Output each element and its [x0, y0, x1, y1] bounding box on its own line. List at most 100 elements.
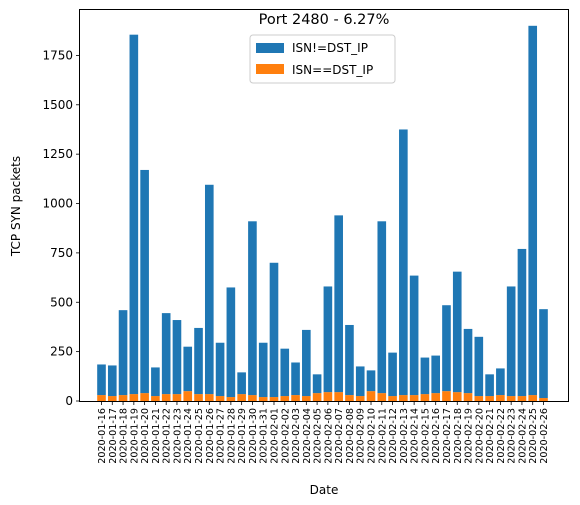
bar-isn-eq-dst-2020-01-24: [183, 391, 193, 401]
bar-isn-neq-dst-2020-02-13: [399, 129, 408, 396]
x-tick-label: 2020-02-03: [291, 408, 302, 464]
x-tick-label: 2020-01-16: [97, 408, 108, 464]
x-tick-label: 2020-02-24: [517, 408, 528, 464]
bar-isn-neq-dst-2020-01-27: [215, 342, 225, 397]
x-tick-label: 2020-02-26: [539, 408, 550, 464]
x-tick-label: 2020-01-27: [216, 408, 227, 464]
bar-isn-neq-dst-2020-01-25: [194, 327, 203, 395]
bar-isn-eq-dst-2020-01-19: [129, 394, 139, 401]
bar-isn-neq-dst-2020-02-18: [452, 271, 462, 393]
x-tick-label: 2020-01-17: [108, 408, 119, 464]
x-tick-label: 2020-02-07: [334, 408, 345, 464]
bar-isn-neq-dst-2020-01-31: [258, 342, 268, 398]
bar-isn-neq-dst-2020-01-30: [248, 221, 257, 396]
bar-isn-neq-dst-2020-01-21: [151, 367, 160, 397]
bar-isn-eq-dst-2020-01-30: [248, 395, 257, 401]
bar-isn-neq-dst-2020-02-12: [388, 352, 397, 397]
bar-isn-neq-dst-2020-02-14: [409, 275, 419, 396]
y-tick-label: 1750: [42, 48, 73, 62]
y-tick-label: 0: [65, 394, 73, 408]
x-tick-label: 2020-01-31: [259, 408, 270, 464]
x-tick-label: 2020-02-25: [528, 408, 539, 464]
bar-isn-neq-dst-2020-02-07: [334, 215, 343, 393]
x-tick-label: 2020-02-01: [269, 408, 280, 464]
x-tick-label: 2020-02-08: [345, 408, 356, 464]
bar-isn-neq-dst-2020-02-25: [528, 25, 538, 396]
bar-isn-eq-dst-2020-02-16: [431, 393, 440, 401]
legend-swatch-isn-eq-dst: [256, 64, 284, 74]
x-tick-label: 2020-01-26: [205, 408, 216, 464]
bar-isn-eq-dst-2020-02-23: [506, 396, 516, 401]
bar-isn-neq-dst-2020-02-24: [517, 248, 527, 397]
bar-isn-neq-dst-2020-01-22: [161, 313, 171, 395]
bar-isn-neq-dst-2020-02-01: [269, 262, 279, 398]
x-axis-label: Date: [310, 483, 339, 497]
bar-isn-neq-dst-2020-02-06: [323, 286, 333, 393]
x-tick-label: 2020-01-29: [237, 408, 248, 464]
bar-isn-neq-dst-2020-02-05: [312, 374, 322, 394]
bar-isn-eq-dst-2020-01-28: [226, 397, 236, 401]
x-tick-label: 2020-01-21: [151, 408, 162, 464]
bar-isn-neq-dst-2020-02-08: [345, 324, 354, 396]
y-axis: 0 250 500 750 1000 1250 1500 1750: [42, 48, 80, 408]
bar-isn-neq-dst-2020-02-26: [539, 309, 548, 399]
plot-frame: [79, 9, 569, 402]
bar-isn-neq-dst-2020-02-17: [442, 305, 451, 392]
x-tick-label: 2020-02-13: [399, 408, 410, 464]
bar-isn-eq-dst-2020-01-22: [161, 394, 171, 401]
bar-isn-neq-dst-2020-02-03: [291, 362, 300, 396]
bar-isn-eq-dst-2020-01-29: [237, 394, 246, 401]
bar-isn-neq-dst-2020-02-21: [485, 374, 494, 397]
bar-isn-eq-dst-2020-02-05: [312, 393, 322, 401]
bar-isn-neq-dst-2020-02-09: [355, 366, 365, 397]
x-tick-label: 2020-02-09: [356, 408, 367, 464]
x-tick-label: 2020-02-11: [377, 408, 388, 464]
x-tick-label: 2020-01-22: [162, 408, 173, 464]
bar-isn-eq-dst-2020-02-02: [280, 396, 290, 401]
x-tick-label: 2020-02-22: [496, 408, 507, 464]
bar-isn-eq-dst-2020-02-09: [355, 396, 365, 401]
x-tick-label: 2020-02-05: [313, 408, 324, 464]
bar-isn-eq-dst-2020-01-23: [172, 394, 182, 401]
bar-isn-neq-dst-2020-02-19: [463, 328, 473, 394]
bar-isn-eq-dst-2020-02-14: [409, 395, 419, 401]
bar-isn-eq-dst-2020-02-03: [291, 395, 300, 401]
bars-group: [97, 25, 548, 401]
bar-isn-eq-dst-2020-02-01: [269, 397, 279, 401]
bar-isn-eq-dst-2020-01-26: [204, 394, 214, 401]
x-tick-label: 2020-01-28: [226, 408, 237, 464]
bar-isn-eq-dst-2020-02-10: [366, 391, 376, 401]
bar-isn-eq-dst-2020-01-20: [140, 393, 149, 401]
x-tick-label: 2020-02-19: [464, 408, 475, 464]
y-axis-label: TCP SYN packets: [9, 156, 23, 257]
chart-title: Port 2480 - 6.27%: [259, 12, 390, 28]
bar-isn-eq-dst-2020-02-12: [388, 396, 397, 401]
bar-isn-neq-dst-2020-01-18: [118, 310, 128, 396]
bar-isn-eq-dst-2020-01-18: [118, 395, 128, 401]
bar-isn-eq-dst-2020-02-06: [323, 392, 333, 401]
x-tick-label: 2020-02-18: [453, 408, 464, 464]
y-tick-label: 1000: [42, 197, 73, 211]
x-tick-label: 2020-02-21: [485, 408, 496, 464]
bar-isn-eq-dst-2020-02-18: [452, 392, 462, 401]
legend-label-isn-neq-dst: ISN!=DST_IP: [292, 41, 368, 55]
x-tick-label: 2020-01-30: [248, 408, 259, 464]
x-tick-label: 2020-01-18: [119, 408, 130, 464]
bar-isn-eq-dst-2020-02-20: [474, 396, 484, 401]
bar-isn-neq-dst-2020-02-20: [474, 336, 484, 397]
bar-isn-neq-dst-2020-01-23: [172, 320, 182, 395]
bar-isn-eq-dst-2020-02-11: [377, 393, 387, 401]
bar-isn-eq-dst-2020-02-21: [485, 396, 494, 401]
bar-isn-eq-dst-2020-02-15: [420, 394, 430, 401]
x-tick-label: 2020-02-20: [474, 408, 485, 464]
x-tick-label: 2020-02-16: [431, 408, 442, 464]
y-tick-label: 1500: [42, 98, 73, 112]
bar-isn-eq-dst-2020-01-27: [215, 396, 225, 401]
x-tick-label: 2020-02-14: [410, 408, 421, 464]
bar-isn-neq-dst-2020-01-28: [226, 287, 236, 398]
bar-isn-eq-dst-2020-02-07: [334, 392, 343, 401]
x-tick-label: 2020-01-23: [172, 408, 183, 464]
bar-isn-eq-dst-2020-02-22: [496, 395, 505, 401]
bar-isn-neq-dst-2020-02-04: [302, 329, 311, 397]
